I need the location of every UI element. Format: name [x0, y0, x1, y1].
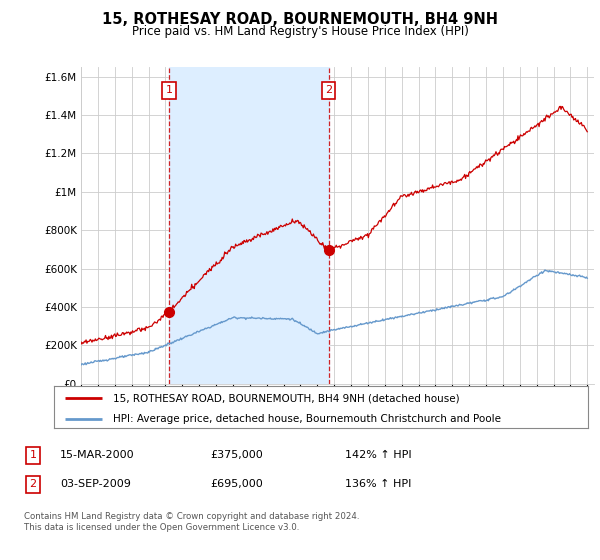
Bar	[169, 67, 329, 384]
Text: 1: 1	[166, 85, 172, 95]
Text: HPI: Average price, detached house, Bournemouth Christchurch and Poole: HPI: Average price, detached house, Bour…	[113, 414, 501, 424]
Text: Price paid vs. HM Land Registry's House Price Index (HPI): Price paid vs. HM Land Registry's House …	[131, 25, 469, 38]
Text: 2: 2	[325, 85, 332, 95]
Text: 136% ↑ HPI: 136% ↑ HPI	[345, 479, 412, 489]
Text: 15, ROTHESAY ROAD, BOURNEMOUTH, BH4 9NH (detached house): 15, ROTHESAY ROAD, BOURNEMOUTH, BH4 9NH …	[113, 393, 460, 403]
Text: 15-MAR-2000: 15-MAR-2000	[60, 450, 134, 460]
Text: 2: 2	[29, 479, 37, 489]
Text: 142% ↑ HPI: 142% ↑ HPI	[345, 450, 412, 460]
Text: Contains HM Land Registry data © Crown copyright and database right 2024.
This d: Contains HM Land Registry data © Crown c…	[24, 512, 359, 532]
Text: 1: 1	[29, 450, 37, 460]
Text: £695,000: £695,000	[210, 479, 263, 489]
Text: 15, ROTHESAY ROAD, BOURNEMOUTH, BH4 9NH: 15, ROTHESAY ROAD, BOURNEMOUTH, BH4 9NH	[102, 12, 498, 27]
Text: £375,000: £375,000	[210, 450, 263, 460]
Text: 03-SEP-2009: 03-SEP-2009	[60, 479, 131, 489]
